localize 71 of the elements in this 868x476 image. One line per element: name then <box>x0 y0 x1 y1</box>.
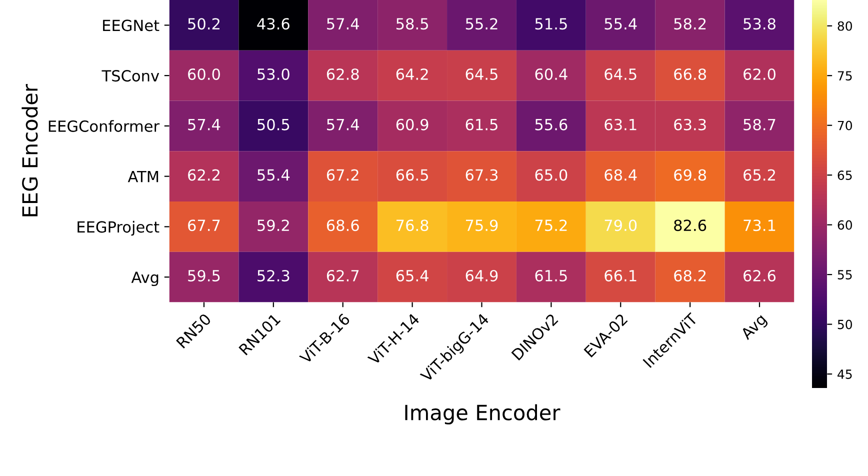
data-label: 62.7 <box>326 270 359 282</box>
x-axis-title: Image Encoder <box>405 404 560 424</box>
data-label: 63.1 <box>604 118 636 130</box>
data-label: 50.5 <box>258 118 290 130</box>
data-label: 61.5 <box>535 270 567 282</box>
data-label: 64.5 <box>604 68 636 80</box>
data-label: 51.5 <box>535 18 567 30</box>
data-label: 59.5 <box>188 270 220 282</box>
data-label: 57.4 <box>188 119 220 130</box>
data-label: 67.3 <box>466 169 498 181</box>
color-bar-label: 60 <box>838 220 852 230</box>
data-label: 57.4 <box>327 119 360 130</box>
data-label: 76.8 <box>396 220 428 232</box>
color-bar-label: 45 <box>838 370 852 379</box>
data-label: 52.3 <box>258 270 290 282</box>
data-label: 69.8 <box>674 169 706 181</box>
data-label: 75.9 <box>466 220 498 232</box>
y-tick-label: EEGNet <box>103 20 160 32</box>
data-label: 62.0 <box>744 68 776 80</box>
data-label: 68.6 <box>326 220 359 232</box>
color-bar-label: 65 <box>838 170 852 180</box>
data-label: 60.4 <box>535 68 568 80</box>
color-bar-label: 70 <box>838 120 852 130</box>
data-label: 66.5 <box>396 169 428 181</box>
data-label: 55.4 <box>258 169 290 181</box>
y-axis-title: EEG Encoder <box>22 84 38 216</box>
color-bar-label: 80 <box>838 21 852 31</box>
data-label: 55.4 <box>604 18 637 30</box>
data-label: 60.0 <box>188 68 220 80</box>
data-label: 64.9 <box>466 270 498 282</box>
data-label: 66.8 <box>674 68 706 80</box>
data-label: 53.8 <box>744 18 776 30</box>
color-bar-label: 50 <box>838 320 852 330</box>
data-label: 50.2 <box>188 18 220 30</box>
data-label: 67.2 <box>326 169 358 181</box>
data-label: 73.1 <box>744 220 776 232</box>
data-label: 62.6 <box>744 270 776 282</box>
data-label: 64.5 <box>466 68 498 80</box>
color-bar-label: 55 <box>838 270 852 280</box>
data-label: 58.7 <box>744 118 776 130</box>
x-tick-label: Avg <box>740 313 769 342</box>
data-label: 67.7 <box>188 220 220 232</box>
data-label: 61.5 <box>466 118 498 130</box>
data-label: 43.6 <box>257 18 290 30</box>
data-label: 63.3 <box>674 118 706 130</box>
y-tick-label: ATM <box>128 170 158 182</box>
data-label: 62.2 <box>188 169 220 181</box>
data-label: 65.4 <box>396 270 428 282</box>
color-bar-label: 75 <box>838 71 852 81</box>
data-label: 82.6 <box>674 220 706 232</box>
data-label: 65.0 <box>535 169 568 181</box>
data-label: 53.0 <box>258 68 290 80</box>
y-tick-label: Avg <box>131 272 158 286</box>
data-label: 64.2 <box>396 68 428 80</box>
y-tick-label: EEGConformer <box>48 120 160 132</box>
data-label: 62.8 <box>326 68 359 80</box>
data-label: 60.9 <box>396 118 428 130</box>
data-label: 59.2 <box>258 220 289 232</box>
data-label: 57.4 <box>327 18 360 30</box>
data-label: 55.6 <box>535 118 568 130</box>
data-label: 68.2 <box>674 270 706 282</box>
y-tick-label: TSConv <box>102 70 160 82</box>
data-label: 66.1 <box>604 270 636 282</box>
y-tick-label: EEGProject <box>78 220 160 236</box>
data-label: 68.4 <box>604 169 637 181</box>
data-label: 65.2 <box>744 169 775 181</box>
data-label: 58.5 <box>396 18 428 30</box>
data-label: 79.0 <box>604 220 637 232</box>
data-label: 55.2 <box>466 18 498 30</box>
data-label: 58.2 <box>674 18 706 30</box>
data-label: 75.2 <box>535 220 567 232</box>
